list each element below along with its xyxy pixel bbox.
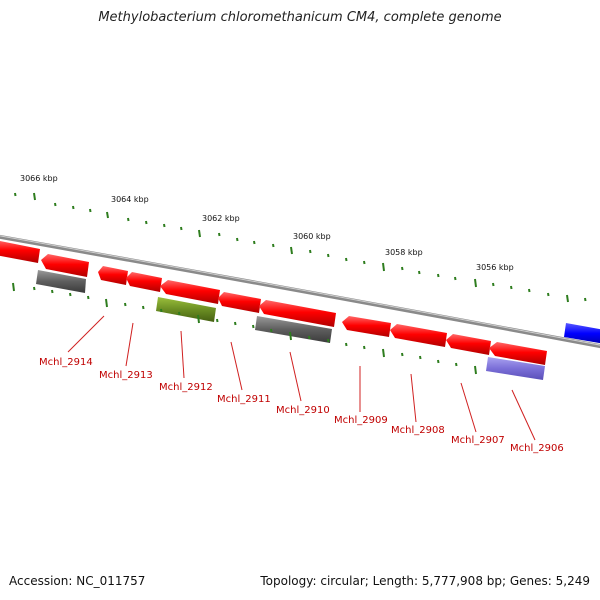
scale-label-3060: 3060 kbp — [293, 232, 331, 241]
gene-red-7[interactable] — [342, 316, 391, 337]
gene-red-0[interactable] — [0, 240, 40, 263]
scale-label-3058: 3058 kbp — [385, 248, 423, 257]
gene-red-6[interactable] — [259, 300, 336, 327]
gene-red-9[interactable] — [446, 334, 491, 355]
forward-strand-genes — [0, 240, 547, 365]
accession-text: Accession: NC_011757 — [9, 574, 146, 588]
gene-olive[interactable] — [156, 297, 216, 322]
gene-label-mchl-2906[interactable]: Mchl_2906 — [510, 443, 564, 454]
gene-label-mchl-2909[interactable]: Mchl_2909 — [334, 415, 388, 426]
scale-label-3066: 3066 kbp — [20, 174, 58, 183]
gene-blue-feature[interactable] — [564, 323, 600, 344]
gene-label-mchl-2907[interactable]: Mchl_2907 — [451, 435, 505, 446]
inner-scale-ticks — [12, 282, 477, 375]
gene-red-1[interactable] — [41, 254, 89, 277]
gene-label-mchl-2912[interactable]: Mchl_2912 — [159, 382, 213, 393]
map-title: Methylobacterium chloromethanicum CM4, c… — [98, 10, 502, 25]
gene-red-3[interactable] — [126, 272, 162, 292]
gene-red-2[interactable] — [98, 266, 128, 285]
gene-label-mchl-2913[interactable]: Mchl_2913 — [99, 370, 153, 381]
gene-label-mchl-2908[interactable]: Mchl_2908 — [391, 425, 445, 436]
genome-backbone — [0, 234, 600, 349]
gene-label-mchl-2911[interactable]: Mchl_2911 — [217, 394, 271, 405]
gene-label-mchl-2914[interactable]: Mchl_2914 — [39, 357, 93, 368]
gene-grey-2[interactable] — [255, 316, 332, 343]
genome-summary: Topology: circular; Length: 5,777,908 bp… — [260, 574, 590, 588]
gene-lavender[interactable] — [486, 357, 545, 380]
gene-red-10[interactable] — [489, 342, 547, 365]
scale-label-3062: 3062 kbp — [202, 214, 240, 223]
gene-red-8[interactable] — [390, 324, 447, 347]
label-leaders — [67, 315, 536, 441]
scale-label-3064: 3064 kbp — [111, 195, 149, 204]
gene-red-5[interactable] — [218, 292, 261, 313]
gene-grey-1[interactable] — [36, 270, 86, 293]
outer-scale-ticks — [14, 192, 587, 303]
scale-label-3056: 3056 kbp — [476, 263, 514, 272]
gene-label-mchl-2910[interactable]: Mchl_2910 — [276, 405, 330, 416]
gene-red-4[interactable] — [160, 280, 220, 304]
